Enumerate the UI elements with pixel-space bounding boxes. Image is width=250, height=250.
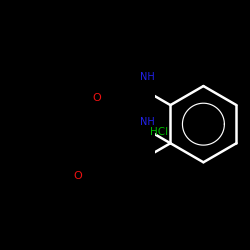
Text: NH: NH xyxy=(140,72,154,82)
Text: O: O xyxy=(92,93,101,103)
Text: O: O xyxy=(74,171,82,181)
Text: HCl: HCl xyxy=(150,126,168,136)
Text: NH: NH xyxy=(140,117,155,127)
